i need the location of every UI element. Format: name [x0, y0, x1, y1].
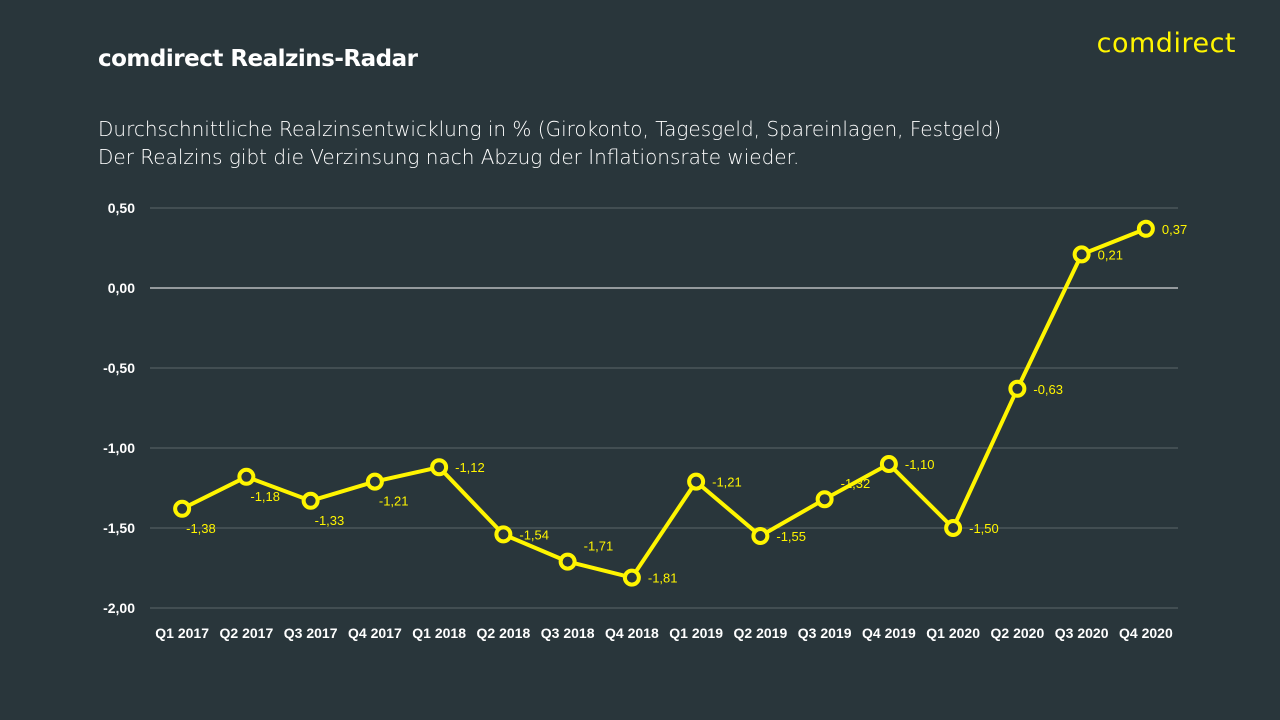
chart-subtitle-line-1: Durchschnittliche Realzinsentwicklung in… [98, 117, 1002, 141]
comdirect-logo: comdirect [1096, 28, 1236, 59]
data-point [687, 472, 706, 491]
x-tick-label: Q4 2018 [605, 625, 659, 641]
series-line [181, 226, 1147, 580]
data-point [301, 491, 320, 510]
x-tick-label: Q1 2019 [669, 625, 723, 641]
x-tick-label: Q1 2018 [412, 625, 466, 641]
data-point [622, 568, 641, 587]
data-point [430, 458, 449, 477]
x-tick-label: Q3 2018 [541, 625, 595, 641]
data-label: -1,71 [584, 539, 614, 554]
data-label: -1,33 [315, 513, 345, 528]
data-point [944, 519, 963, 537]
data-label: 0,37 [1162, 222, 1187, 237]
x-tick-label: Q3 2017 [284, 625, 338, 641]
data-point [558, 552, 577, 571]
x-tick-label: Q4 2017 [348, 625, 402, 641]
y-tick-label: 0,00 [108, 280, 135, 296]
data-point [1072, 245, 1091, 264]
data-point [365, 472, 384, 491]
x-tick-label: Q1 2020 [926, 625, 980, 641]
y-tick-label: -0,50 [103, 360, 135, 376]
data-label: -1,21 [712, 475, 742, 490]
chart-subtitle-line-2: Der Realzins gibt die Verzinsung nach Ab… [98, 145, 800, 169]
data-label: 0,21 [1098, 247, 1123, 262]
x-tick-label: Q3 2020 [1055, 625, 1109, 641]
x-tick-label: Q4 2019 [862, 625, 916, 641]
y-tick-label: 0,50 [108, 200, 135, 216]
x-tick-label: Q1 2017 [155, 625, 209, 641]
data-point [1136, 219, 1155, 238]
data-point [173, 499, 192, 518]
chart-title: comdirect Realzins-Radar [98, 46, 418, 72]
data-label: -1,50 [969, 521, 999, 536]
x-tick-label: Q4 2020 [1119, 625, 1173, 641]
data-point [815, 490, 834, 509]
x-tick-label: Q3 2019 [798, 625, 852, 641]
data-point [237, 467, 256, 486]
data-label: -1,10 [905, 457, 935, 472]
y-tick-label: -2,00 [103, 600, 135, 616]
data-label: -1,54 [519, 527, 549, 542]
y-tick-label: -1,50 [103, 520, 135, 536]
data-point [879, 455, 898, 473]
x-tick-label: Q2 2018 [477, 625, 531, 641]
x-tick-label: Q2 2017 [220, 625, 274, 641]
data-point [494, 525, 513, 544]
data-label: -1,38 [186, 521, 216, 536]
data-point [751, 527, 770, 545]
data-label: -1,18 [250, 489, 280, 504]
data-label: -1,12 [455, 460, 485, 475]
x-tick-label: Q2 2019 [734, 625, 788, 641]
x-tick-label: Q2 2020 [991, 625, 1045, 641]
data-label: -1,55 [776, 529, 806, 544]
data-label: -0,63 [1033, 382, 1063, 397]
data-label: -1,32 [841, 476, 871, 491]
y-tick-label: -1,00 [103, 440, 135, 456]
data-label: -1,21 [379, 494, 409, 509]
data-label: -1,81 [648, 571, 678, 586]
data-point [1008, 379, 1027, 398]
